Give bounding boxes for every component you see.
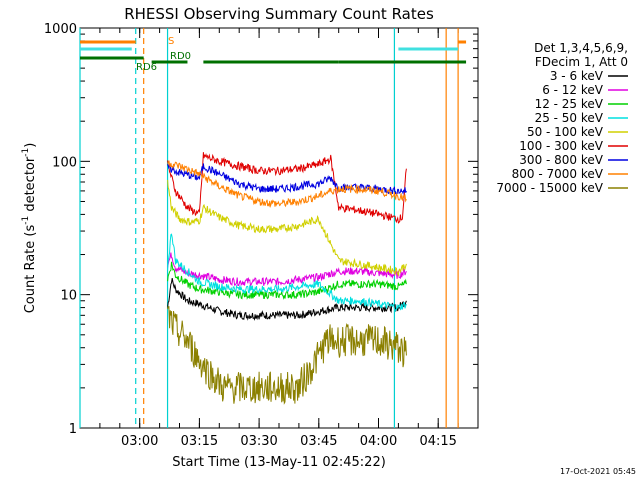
chart-title: RHESSI Observing Summary Count Rates	[124, 5, 434, 23]
x-tick-label: 04:15	[419, 434, 456, 449]
legend-label: 3 - 6 keV	[550, 69, 604, 83]
series-line	[167, 233, 407, 313]
y-tick-label: 100	[52, 155, 77, 170]
y-axis-label-superscript: -1	[21, 216, 31, 225]
y-axis-label: Count Rate (s-1 detector-1)	[21, 143, 38, 314]
x-tick-label: 03:45	[300, 434, 337, 449]
y-axis-label-superscript: -1	[21, 148, 31, 157]
legend-label: 6 - 12 keV	[542, 83, 604, 97]
y-tick-label: 1000	[44, 22, 77, 37]
legend-label: 50 - 100 keV	[527, 125, 604, 139]
timestamp: 17-Oct-2021 05:45	[560, 467, 636, 476]
flag-label: RD6	[136, 62, 157, 73]
series-line	[167, 152, 407, 224]
y-tick-label: 10	[60, 289, 77, 304]
y-axis-label-part: )	[23, 143, 38, 148]
legend-label: 7000 - 15000 keV	[496, 181, 603, 195]
legend-label: 25 - 50 keV	[535, 111, 604, 125]
x-axis-label: Start Time (13-May-11 02:45:22)	[172, 455, 386, 470]
x-tick-label: 03:30	[240, 434, 277, 449]
flag-label: S	[168, 36, 174, 47]
legend-header: FDecim 1, Att 0	[535, 55, 628, 69]
y-axis-label-part: detector	[23, 156, 38, 216]
y-tick-label: 1	[69, 422, 77, 437]
legend-label: 800 - 7000 keV	[512, 167, 604, 181]
y-axis-label-part: Count Rate (s	[23, 225, 38, 314]
legend-label: 12 - 25 keV	[535, 97, 604, 111]
legend-label: 300 - 800 keV	[519, 153, 603, 167]
x-tick-label: 03:15	[181, 434, 218, 449]
series-line	[167, 179, 407, 277]
series-line	[167, 163, 407, 196]
flag-label: RD0	[170, 51, 191, 62]
legend-label: 100 - 300 keV	[519, 139, 603, 153]
x-tick-label: 04:00	[360, 434, 397, 449]
series-line	[167, 160, 407, 208]
series-line	[167, 306, 407, 405]
legend-header: Det 1,3,4,5,6,9,	[534, 41, 628, 55]
x-tick-label: 03:00	[121, 434, 158, 449]
series-line	[167, 252, 407, 287]
